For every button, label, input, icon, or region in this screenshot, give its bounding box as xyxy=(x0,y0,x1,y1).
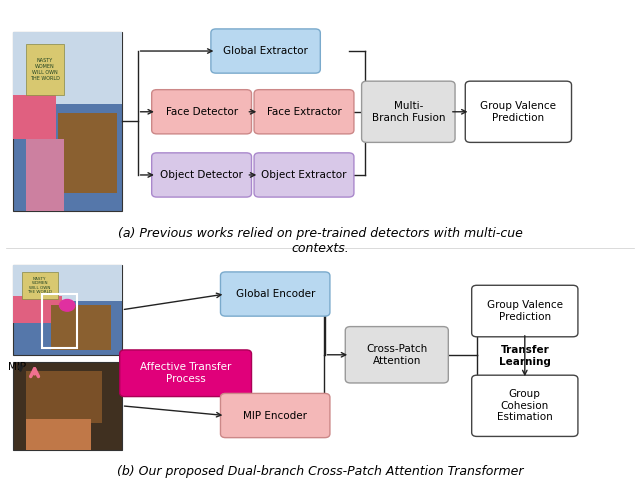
Text: (b) Our proposed Dual-branch Cross-Patch Attention Transformer: (b) Our proposed Dual-branch Cross-Patch… xyxy=(116,465,524,478)
FancyBboxPatch shape xyxy=(22,272,58,299)
Text: Transfer
Learning: Transfer Learning xyxy=(499,345,551,366)
FancyBboxPatch shape xyxy=(13,32,122,104)
FancyBboxPatch shape xyxy=(362,81,455,142)
FancyBboxPatch shape xyxy=(472,375,578,436)
FancyBboxPatch shape xyxy=(13,32,122,211)
FancyBboxPatch shape xyxy=(152,153,252,197)
FancyBboxPatch shape xyxy=(13,265,122,355)
Text: Group
Cohesion
Estimation: Group Cohesion Estimation xyxy=(497,389,553,422)
Text: Face Detector: Face Detector xyxy=(166,107,237,117)
Text: Group Valence
Prediction: Group Valence Prediction xyxy=(481,101,556,122)
FancyBboxPatch shape xyxy=(220,272,330,316)
FancyBboxPatch shape xyxy=(13,94,56,139)
Text: NASTY
WOMEN
WILL OWN
THE WORLD: NASTY WOMEN WILL OWN THE WORLD xyxy=(30,58,60,81)
FancyBboxPatch shape xyxy=(26,371,102,423)
FancyBboxPatch shape xyxy=(254,153,354,197)
Circle shape xyxy=(60,299,75,311)
FancyBboxPatch shape xyxy=(26,44,64,95)
FancyBboxPatch shape xyxy=(58,113,118,193)
Text: Global Encoder: Global Encoder xyxy=(236,289,315,299)
Text: Cross-Patch
Attention: Cross-Patch Attention xyxy=(366,344,428,365)
FancyBboxPatch shape xyxy=(220,394,330,438)
FancyBboxPatch shape xyxy=(211,29,320,73)
Text: MIP Encoder: MIP Encoder xyxy=(243,411,307,420)
FancyBboxPatch shape xyxy=(152,89,252,134)
Text: Face Extractor: Face Extractor xyxy=(267,107,341,117)
Text: (a) Previous works relied on pre-trained detectors with multi-cue
contexts.: (a) Previous works relied on pre-trained… xyxy=(118,226,522,255)
FancyBboxPatch shape xyxy=(13,362,122,450)
Text: NASTY
WOMEN
WILL OWN
THE WORLD: NASTY WOMEN WILL OWN THE WORLD xyxy=(27,277,52,295)
Text: Affective Transfer
Process: Affective Transfer Process xyxy=(140,363,231,384)
Text: MIP: MIP xyxy=(8,362,26,372)
Text: Group Valence
Prediction: Group Valence Prediction xyxy=(487,300,563,322)
Text: Object Detector: Object Detector xyxy=(160,170,243,180)
Text: Global Extractor: Global Extractor xyxy=(223,46,308,56)
FancyBboxPatch shape xyxy=(26,419,91,450)
FancyBboxPatch shape xyxy=(346,327,448,383)
FancyBboxPatch shape xyxy=(254,89,354,134)
FancyBboxPatch shape xyxy=(26,139,64,211)
Text: Object Extractor: Object Extractor xyxy=(261,170,347,180)
FancyBboxPatch shape xyxy=(13,296,62,323)
FancyBboxPatch shape xyxy=(120,350,252,397)
FancyBboxPatch shape xyxy=(465,81,572,142)
Text: Multi-
Branch Fusion: Multi- Branch Fusion xyxy=(372,101,445,122)
FancyBboxPatch shape xyxy=(13,265,122,301)
FancyBboxPatch shape xyxy=(472,285,578,337)
FancyBboxPatch shape xyxy=(51,305,111,350)
